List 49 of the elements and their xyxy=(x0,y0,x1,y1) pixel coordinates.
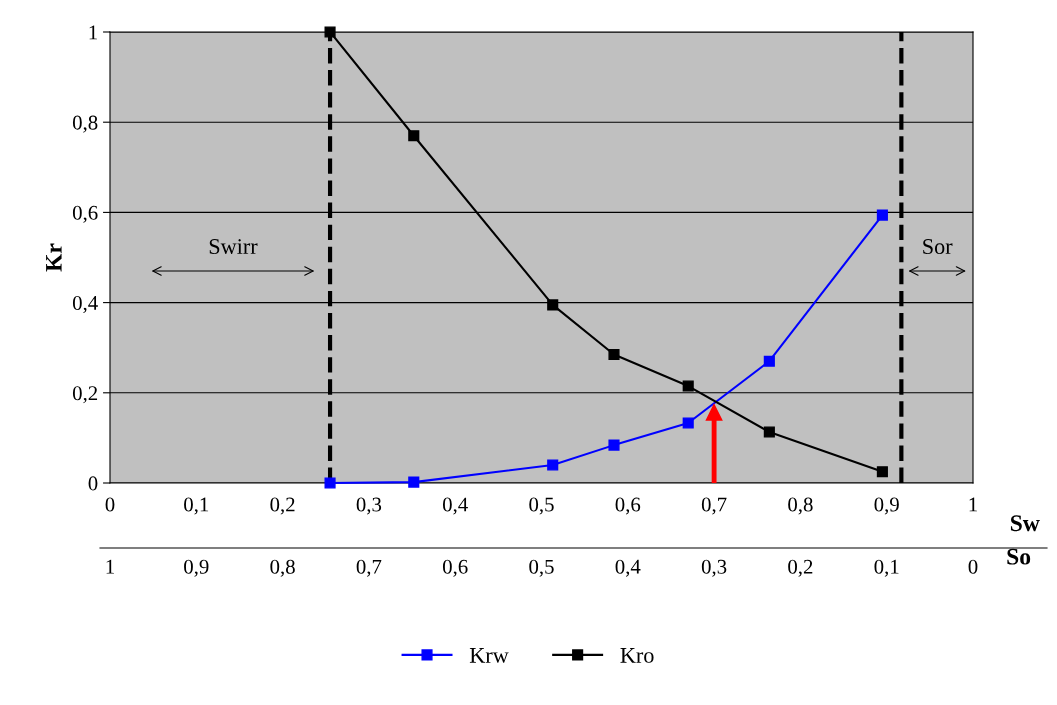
x2-axis-title: So xyxy=(1007,548,1031,565)
point xyxy=(547,299,559,311)
point xyxy=(547,459,559,471)
y-tick-label: 0,8 xyxy=(72,115,98,133)
x-tick-label: 0,4 xyxy=(442,497,468,515)
x-tick-label: 0,9 xyxy=(874,497,899,515)
x2-tick-label: 0 xyxy=(968,559,978,574)
x-tick-label: 0,6 xyxy=(615,497,641,515)
y-tick-label: 0,6 xyxy=(72,205,98,223)
point xyxy=(682,380,694,392)
point xyxy=(608,348,620,361)
x2-tick-label: 0,1 xyxy=(874,559,899,577)
y-tick-label: 1 xyxy=(89,25,97,40)
point xyxy=(763,355,775,367)
x-tick-label: 0,7 xyxy=(701,497,727,515)
x2-tick-label: 0,7 xyxy=(356,559,382,577)
x-tick-label: 0,2 xyxy=(270,497,295,515)
x2-tick-label: 0,2 xyxy=(788,559,813,577)
point xyxy=(763,426,775,438)
point xyxy=(608,439,620,451)
y-tick-label: 0,4 xyxy=(72,295,98,314)
x2-tick-label: 0,4 xyxy=(615,559,641,577)
x2-tick-label: 1 xyxy=(106,559,114,574)
y-axis-title: Kr xyxy=(46,243,62,272)
point xyxy=(408,130,420,142)
legend-label: Krw xyxy=(469,648,509,663)
x-tick-label: 0,3 xyxy=(356,497,382,515)
point xyxy=(876,209,888,221)
x-tick-label: 0,1 xyxy=(184,497,209,515)
point xyxy=(324,477,336,489)
x-tick-label: 0,8 xyxy=(788,497,813,515)
point xyxy=(408,476,420,488)
x-tick-label: 0 xyxy=(105,497,115,512)
point xyxy=(682,417,694,429)
x-axis-title: Sw xyxy=(1010,515,1040,532)
x2-tick-label: 0,5 xyxy=(529,559,554,577)
x-tick-label: 0,5 xyxy=(529,497,554,515)
legend-label: Kro xyxy=(620,648,654,663)
x2-tick-label: 0,9 xyxy=(184,559,209,577)
point xyxy=(324,26,336,38)
x2-tick-label: 0,3 xyxy=(701,559,727,577)
y-tick-label: 0,2 xyxy=(72,386,98,404)
y-tick-label: 0 xyxy=(88,476,98,491)
point xyxy=(876,466,888,478)
x2-tick-label: 0,8 xyxy=(270,559,295,577)
x2-tick-label: 0,6 xyxy=(442,559,468,577)
annotation: Swirr xyxy=(209,239,258,255)
x-tick-label: 1 xyxy=(969,497,977,512)
annotation: Sor xyxy=(923,239,953,255)
